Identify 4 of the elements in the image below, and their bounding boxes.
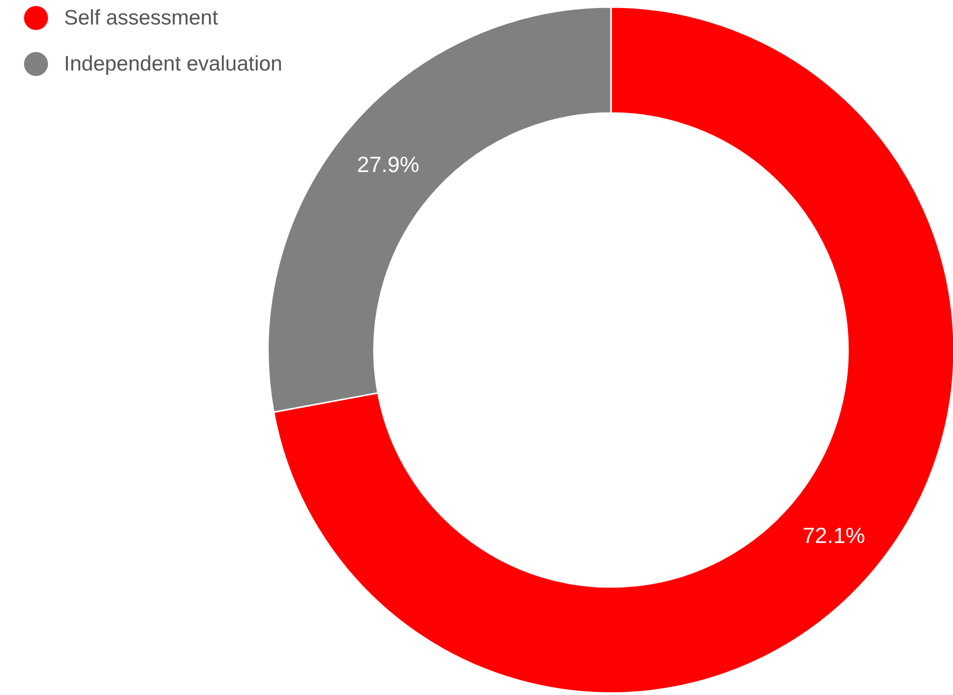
data-label: 72.1% bbox=[802, 523, 866, 548]
legend-label: Independent evaluation bbox=[64, 52, 282, 76]
data-label: 27.9% bbox=[356, 152, 420, 177]
legend-label: Self assessment bbox=[64, 6, 218, 30]
